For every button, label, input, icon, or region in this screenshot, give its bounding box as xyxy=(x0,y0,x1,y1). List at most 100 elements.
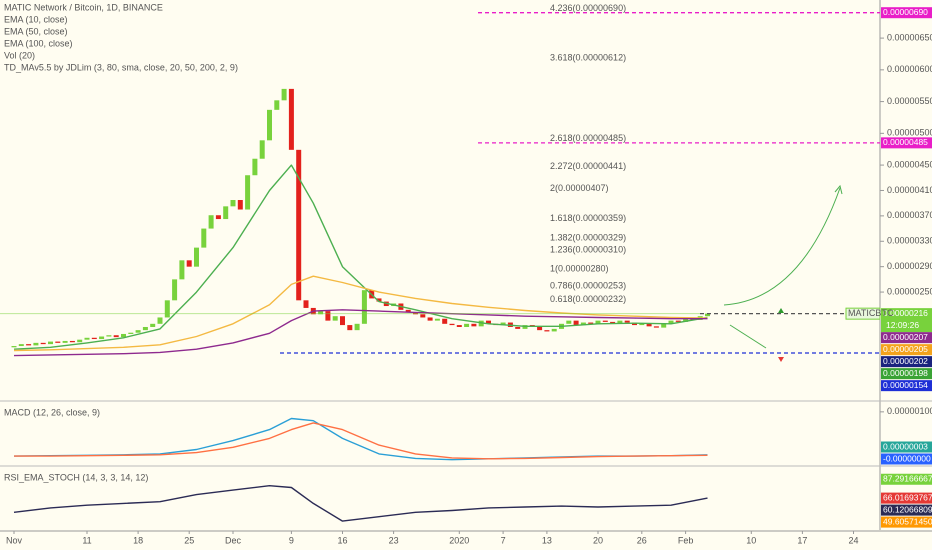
y-tick-label: 0.00000250 xyxy=(887,286,932,296)
price-badge-timer: 12:09:26 xyxy=(886,320,919,330)
candle xyxy=(99,336,105,340)
x-tick-label: 7 xyxy=(501,535,506,545)
legend-entry: TD_MAv5.5 by JDLim (3, 80, sma, close, 2… xyxy=(4,62,238,72)
price-badge-label: 0.00000205 xyxy=(883,344,928,354)
candle xyxy=(252,158,258,176)
candle xyxy=(544,330,550,332)
y-tick-label: 0.00000600 xyxy=(887,64,932,74)
x-tick-label: Nov xyxy=(6,535,23,545)
price-badge-label: 0.00000485 xyxy=(883,137,928,147)
price-badge xyxy=(881,516,932,528)
candle xyxy=(500,322,506,326)
candle xyxy=(172,279,178,301)
price-badge-label: 0.00000198 xyxy=(883,368,928,378)
candle xyxy=(595,320,601,324)
fib-label: 0.786(0.00000253) xyxy=(550,281,626,291)
indicator-line xyxy=(14,422,708,460)
candle xyxy=(318,311,324,315)
candle xyxy=(303,300,309,308)
candle xyxy=(128,332,134,334)
candle xyxy=(121,333,126,338)
y-tick-label: 0.00000410 xyxy=(887,185,932,195)
candle xyxy=(281,88,287,101)
candle xyxy=(215,215,221,220)
candle xyxy=(296,149,302,301)
price-badge-label: 0.00000216 xyxy=(883,308,928,318)
fib-label: 1.236(0.00000310) xyxy=(550,244,626,254)
candle xyxy=(223,206,229,220)
y-tick-label: 0.00000550 xyxy=(887,96,932,106)
candle xyxy=(661,323,667,328)
candle xyxy=(230,200,236,207)
y-tick-label: 0.00000100 xyxy=(887,406,932,416)
projection-arrow-head xyxy=(834,184,843,195)
price-badge xyxy=(881,453,932,465)
candle xyxy=(639,323,645,326)
x-tick-label: 17 xyxy=(797,535,807,545)
pane-title: MACD (12, 26, close, 9) xyxy=(4,407,100,417)
candle xyxy=(602,320,608,322)
price-badge-label: 0.00000207 xyxy=(883,332,928,342)
legend-entry: EMA (50, close) xyxy=(4,26,68,36)
x-tick-label: 26 xyxy=(637,535,647,545)
price-badge xyxy=(881,356,932,368)
indicator-line xyxy=(13,275,708,352)
price-badge-label: 87.29166667 xyxy=(883,474,932,484)
candle xyxy=(347,325,353,331)
candle xyxy=(106,335,112,337)
x-tick-label: 11 xyxy=(82,535,91,545)
candle xyxy=(551,328,557,332)
candle xyxy=(11,346,17,348)
candle xyxy=(617,320,623,324)
candle xyxy=(77,339,83,343)
candle xyxy=(259,140,265,159)
candle xyxy=(464,323,470,327)
candle xyxy=(201,228,207,248)
price-badge-label: 0.00000690 xyxy=(883,7,928,17)
candle xyxy=(245,175,251,210)
candle xyxy=(427,317,433,321)
candle xyxy=(179,260,185,280)
fib-label: 3.618(0.00000612) xyxy=(550,53,626,63)
candle xyxy=(376,298,382,302)
candle xyxy=(573,320,579,326)
x-tick-label: 18 xyxy=(133,535,143,545)
candle xyxy=(135,330,141,333)
candle xyxy=(113,335,119,338)
candle xyxy=(471,323,477,327)
candle xyxy=(157,317,163,324)
indicator-line xyxy=(13,485,708,522)
price-badge-label: 0.00000154 xyxy=(883,380,928,390)
fib-label: 1.618(0.00000359) xyxy=(550,213,626,223)
candle xyxy=(610,321,616,324)
candle xyxy=(186,260,192,267)
candle xyxy=(478,320,484,327)
candle xyxy=(566,320,572,324)
y-tick-label: 0.00000330 xyxy=(887,236,932,246)
candle xyxy=(683,318,689,322)
candle xyxy=(55,341,61,343)
candle xyxy=(91,337,97,340)
candle xyxy=(449,323,455,326)
candle xyxy=(420,314,426,318)
candle xyxy=(288,88,294,150)
candle xyxy=(580,322,586,326)
legend-entry: EMA (100, close) xyxy=(4,38,73,48)
candle xyxy=(142,326,148,331)
candle xyxy=(33,342,39,346)
fib-label: 1(0.00000280) xyxy=(550,263,609,273)
price-badge xyxy=(881,7,932,19)
indicator-line xyxy=(13,164,708,350)
y-tick-label: 0.00000450 xyxy=(887,159,932,169)
price-badge xyxy=(881,473,932,485)
symbol-badge xyxy=(845,307,881,320)
price-badge-label: 0.00000202 xyxy=(883,356,928,366)
price-badge-label: -0.00000000 xyxy=(883,453,931,463)
fib-label: 2(0.00000407) xyxy=(550,183,609,193)
legend-entry: EMA (10, close) xyxy=(4,14,68,24)
fib-label: 2.618(0.00000485) xyxy=(550,133,626,143)
candle xyxy=(208,215,214,229)
candle xyxy=(624,320,630,323)
candle xyxy=(442,318,448,324)
x-tick-label: 25 xyxy=(184,535,194,545)
